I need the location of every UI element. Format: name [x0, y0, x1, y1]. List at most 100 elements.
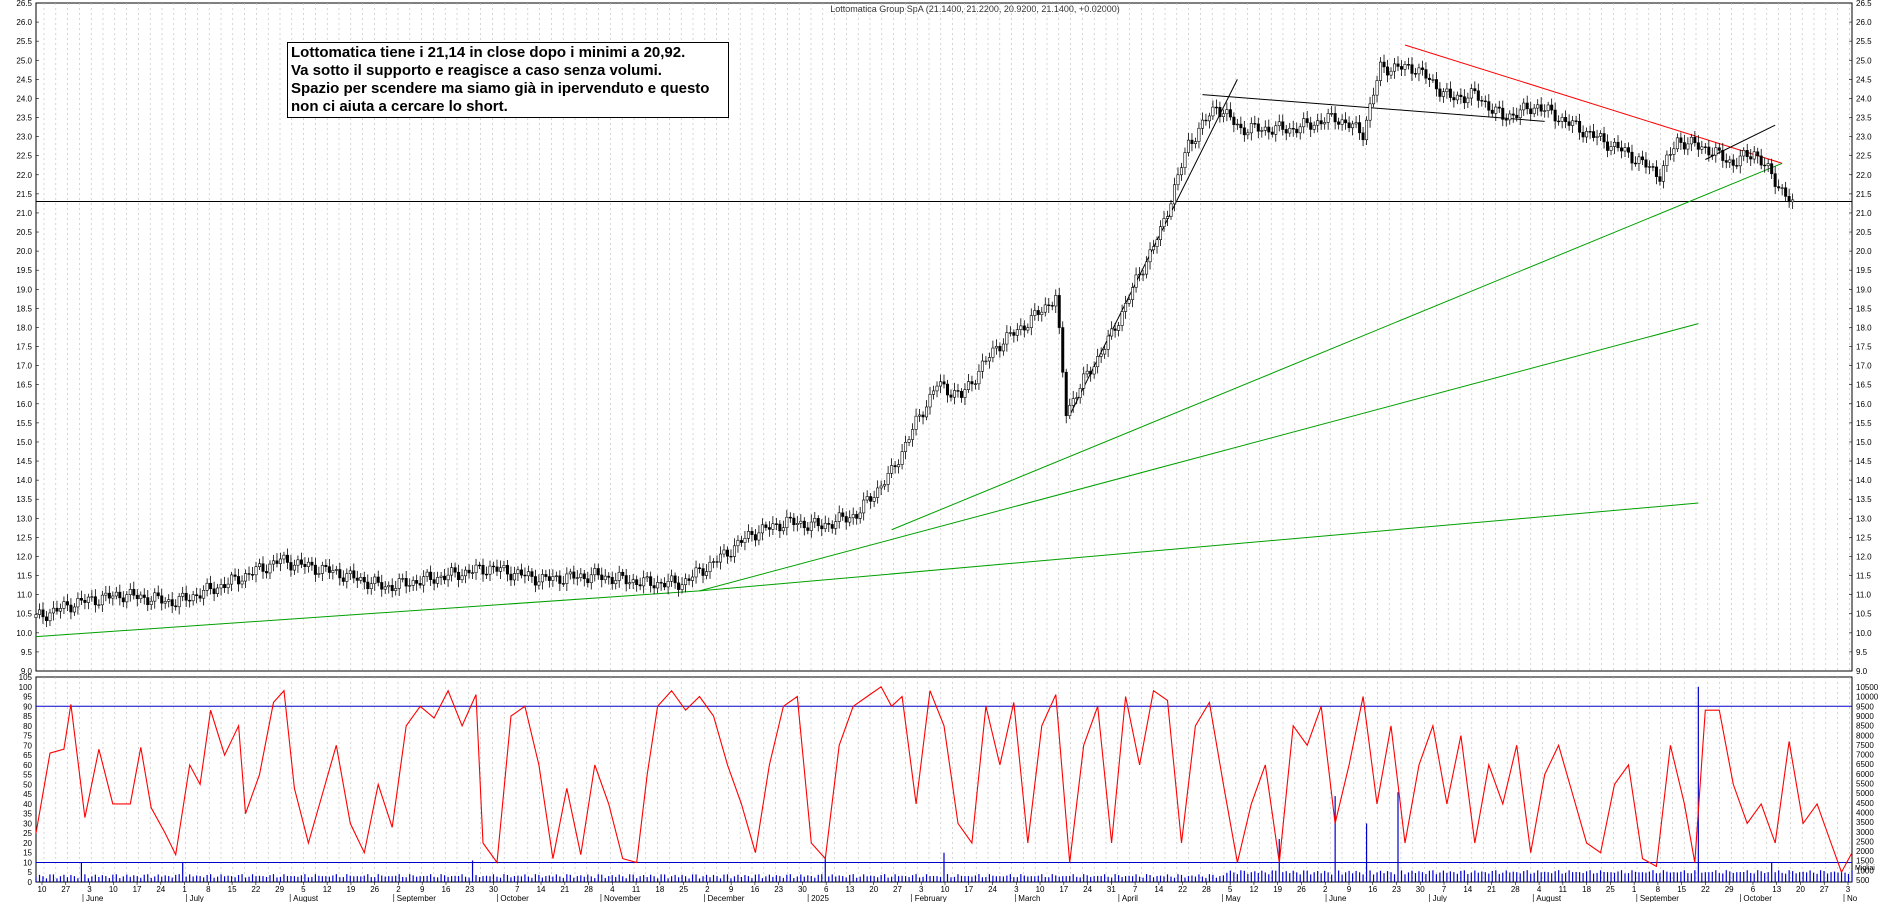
candle-body [659, 582, 663, 584]
volume-tick-label-right: 5000 [1856, 789, 1874, 798]
candle-body [1396, 63, 1400, 67]
x-tick-label: 3 [1014, 885, 1019, 894]
candle-body [90, 596, 94, 598]
candle-body [1162, 218, 1166, 227]
price-tick-label-right: 19.0 [1856, 285, 1872, 294]
candle-body [1379, 61, 1383, 81]
candle-body [1658, 176, 1662, 182]
candle-body [348, 570, 352, 574]
candle-body [1260, 130, 1264, 132]
candle-body [1110, 328, 1114, 337]
candle-body [708, 561, 712, 572]
x-tick-label: 27 [1820, 885, 1829, 894]
candle-body [760, 524, 764, 534]
candle-body [1714, 147, 1718, 156]
candle-body [1124, 303, 1128, 312]
price-tick-label-left: 20.5 [16, 228, 32, 237]
candle-body [467, 569, 471, 574]
price-tick-label-left: 9.0 [21, 667, 33, 676]
candle-body [1340, 119, 1344, 125]
x-tick-label: 22 [1701, 885, 1710, 894]
candle-body [58, 608, 62, 612]
candle-body [809, 521, 813, 531]
candle-body [65, 601, 69, 606]
candle-body [264, 571, 268, 574]
candle-body [509, 573, 513, 581]
candle-body [1620, 147, 1624, 152]
candle-body [767, 527, 771, 530]
candle-body [1200, 119, 1204, 129]
candle-body [1078, 387, 1082, 398]
candle-body [886, 472, 890, 485]
candle-body [712, 561, 716, 563]
price-tick-label-right: 26.0 [1856, 18, 1872, 27]
candle-body [1141, 273, 1145, 276]
candle-body [705, 571, 709, 576]
candle-body [1183, 152, 1187, 169]
candle-body [1319, 120, 1323, 125]
candle-body [1033, 310, 1037, 316]
osc-tick-label-left: 90 [23, 702, 32, 711]
candle-body [593, 568, 597, 576]
month-label: No [1847, 894, 1858, 902]
price-tick-label-left: 16.5 [16, 381, 32, 390]
candle-body [512, 573, 516, 581]
candle-body [827, 522, 831, 525]
candle-body [1022, 325, 1026, 331]
osc-tick-label-left: 55 [23, 771, 32, 780]
candle-body [1207, 115, 1211, 122]
candle-body [813, 518, 817, 523]
oscillator-plot-frame [35, 676, 1853, 883]
candle-body [100, 594, 104, 606]
candle-body [1267, 126, 1271, 133]
trendline [891, 162, 1783, 531]
osc-tick-label-left: 10 [23, 858, 32, 867]
candle-body [530, 571, 534, 577]
candle-body [1494, 106, 1498, 114]
candle-body [1186, 139, 1190, 153]
candle-body [788, 516, 792, 519]
candle-body [680, 584, 684, 590]
volume-tick-label-right: 6000 [1856, 770, 1874, 779]
price-tick-label-left: 15.5 [16, 419, 32, 428]
candle-body [1064, 371, 1068, 417]
candle-body [51, 607, 55, 614]
candle-body [904, 442, 908, 452]
x-tick-label: 10 [38, 885, 47, 894]
candle-body [603, 575, 607, 581]
candle-body [1085, 370, 1089, 375]
candle-body [1742, 150, 1746, 157]
candle-body [547, 576, 551, 581]
candle-body [652, 585, 656, 589]
candle-body [670, 575, 674, 582]
candle-body [1445, 88, 1449, 93]
price-tick-label-left: 15.0 [16, 438, 32, 447]
candle-body [600, 574, 604, 581]
price-tick-label-left: 23.5 [16, 114, 32, 123]
candle-body [743, 538, 747, 543]
candle-body [156, 592, 160, 597]
candle-body [1284, 129, 1288, 134]
volume-tick-label-right: 7500 [1856, 741, 1874, 750]
candle-body [1015, 329, 1019, 336]
candle-body [498, 567, 502, 572]
candle-body [1092, 366, 1096, 375]
candle-body [383, 586, 387, 590]
candle-body [223, 584, 227, 588]
candle-body [1693, 136, 1697, 144]
candle-body [865, 496, 869, 501]
month-label: March [1018, 894, 1040, 902]
candle-body [380, 582, 384, 590]
candle-body [352, 570, 356, 579]
candle-body [1539, 104, 1543, 112]
candle-body [376, 576, 380, 583]
candle-body [404, 578, 408, 587]
x-tick-label: 4 [610, 885, 615, 894]
month-label: October [1743, 894, 1772, 902]
candle-body [855, 514, 859, 519]
candle-body [621, 571, 625, 576]
candle-body [959, 391, 963, 398]
candle-body [1393, 63, 1397, 72]
volume-tick-label-right: 5500 [1856, 780, 1874, 789]
x-tick-label: 10 [1036, 885, 1045, 894]
